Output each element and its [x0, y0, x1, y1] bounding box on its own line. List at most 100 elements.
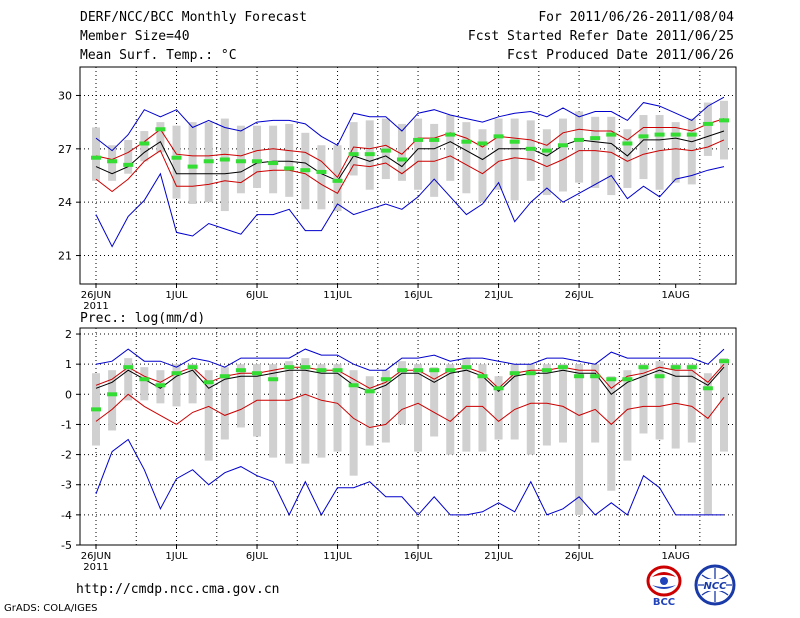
control-marker	[284, 365, 295, 370]
control-marker	[654, 374, 665, 379]
control-marker	[396, 157, 407, 162]
control-marker	[91, 407, 101, 412]
y-tick-label: -3	[61, 479, 72, 492]
control-marker	[590, 136, 601, 141]
produced-date: Fcst Produced Date 2011/06/26	[507, 48, 734, 63]
spread-box	[188, 122, 197, 204]
bcc-logo-text: BCC	[653, 597, 675, 607]
x-year-label: 2011	[83, 562, 108, 573]
spread-box	[253, 125, 262, 188]
y-tick-label: 21	[58, 250, 72, 263]
control-marker	[123, 365, 134, 370]
spread-box	[671, 122, 680, 183]
series-line-min	[95, 438, 724, 517]
spread-box	[172, 125, 181, 199]
spread-box	[462, 122, 471, 194]
spread-box	[655, 361, 664, 440]
control-marker	[139, 141, 150, 146]
footer-url[interactable]: http://cmdp.ncc.cma.gov.cn	[76, 582, 280, 597]
control-marker	[235, 159, 246, 164]
control-marker	[622, 141, 633, 146]
spread-box	[687, 364, 696, 443]
spread-box	[639, 364, 648, 434]
control-marker	[413, 368, 424, 373]
spread-box	[156, 122, 165, 153]
control-marker	[557, 143, 568, 148]
spread-box	[285, 123, 294, 197]
control-marker	[123, 162, 134, 167]
x-tick-label: 11JUL	[323, 551, 352, 562]
control-marker	[364, 389, 375, 394]
control-marker	[107, 392, 118, 397]
control-marker	[187, 164, 198, 169]
control-marker	[638, 134, 649, 139]
series-line-max	[95, 96, 725, 152]
spread-box	[92, 127, 100, 181]
series-line-mean	[95, 366, 725, 395]
control-marker	[429, 137, 440, 142]
spread-box	[333, 364, 342, 452]
spread-box	[478, 129, 487, 203]
forecast-period: For 2011/06/26-2011/08/04	[538, 10, 734, 25]
spread-box	[349, 122, 358, 176]
control-marker	[268, 161, 279, 166]
control-marker	[654, 132, 665, 137]
control-marker	[300, 168, 311, 173]
series-line-upper	[95, 118, 725, 179]
y-tick-label: 1	[65, 358, 72, 371]
series-line-lower	[95, 393, 725, 429]
series-line-lower	[95, 139, 725, 194]
chart-title: DERF/NCC/BCC Monthly Forecast	[80, 10, 307, 25]
control-marker	[461, 365, 472, 370]
member-size-label: Member Size=40	[80, 29, 190, 44]
spread-box	[317, 364, 326, 458]
x-tick-label: 16JUL	[404, 290, 433, 301]
spread-box	[220, 118, 229, 212]
y-tick-label: -2	[61, 449, 72, 462]
control-marker	[445, 368, 456, 373]
spread-box	[140, 367, 149, 401]
x-tick-label: 1AUG	[662, 290, 690, 301]
control-marker	[590, 374, 601, 379]
grads-credit: GrADS: COLA/IGES	[4, 603, 98, 614]
control-marker	[107, 159, 118, 164]
control-marker	[557, 365, 568, 370]
control-marker	[348, 383, 359, 388]
spread-box	[607, 376, 616, 491]
control-marker	[541, 148, 552, 153]
spread-box	[236, 364, 245, 428]
ncc-logo: NCC	[694, 564, 736, 606]
spread-box	[591, 364, 600, 443]
spread-box	[188, 364, 197, 404]
spread-box	[526, 364, 535, 455]
control-marker	[332, 368, 343, 373]
spread-box	[430, 123, 439, 197]
control-marker	[380, 148, 391, 153]
spread-box	[124, 139, 133, 174]
started-date: Fcst Started Refer Date 2011/06/25	[467, 29, 734, 44]
spread-box	[269, 364, 278, 458]
bcc-logo: BCC	[646, 565, 682, 607]
control-marker	[477, 374, 488, 379]
control-marker	[509, 139, 520, 144]
x-tick-label: 6JUL	[246, 551, 269, 562]
spread-box	[333, 145, 342, 212]
control-marker	[171, 155, 182, 160]
x-tick-label: 26JUN	[81, 290, 111, 301]
variable-label: Mean Surf. Temp.: °C	[80, 48, 237, 63]
spread-box	[124, 358, 133, 401]
control-marker	[493, 386, 504, 391]
control-marker	[461, 139, 472, 144]
control-marker	[670, 365, 681, 370]
panel-frame	[79, 327, 737, 546]
control-marker	[252, 159, 263, 164]
control-marker	[268, 377, 279, 382]
y-tick-label: 30	[58, 89, 72, 102]
x-tick-label: 21JUL	[484, 290, 513, 301]
control-marker	[252, 371, 263, 376]
spread-box	[462, 358, 471, 452]
x-tick-label: 6JUL	[246, 290, 269, 301]
panel-subtitle: Prec.: log(mm/d)	[80, 311, 205, 326]
spread-box	[172, 364, 181, 407]
